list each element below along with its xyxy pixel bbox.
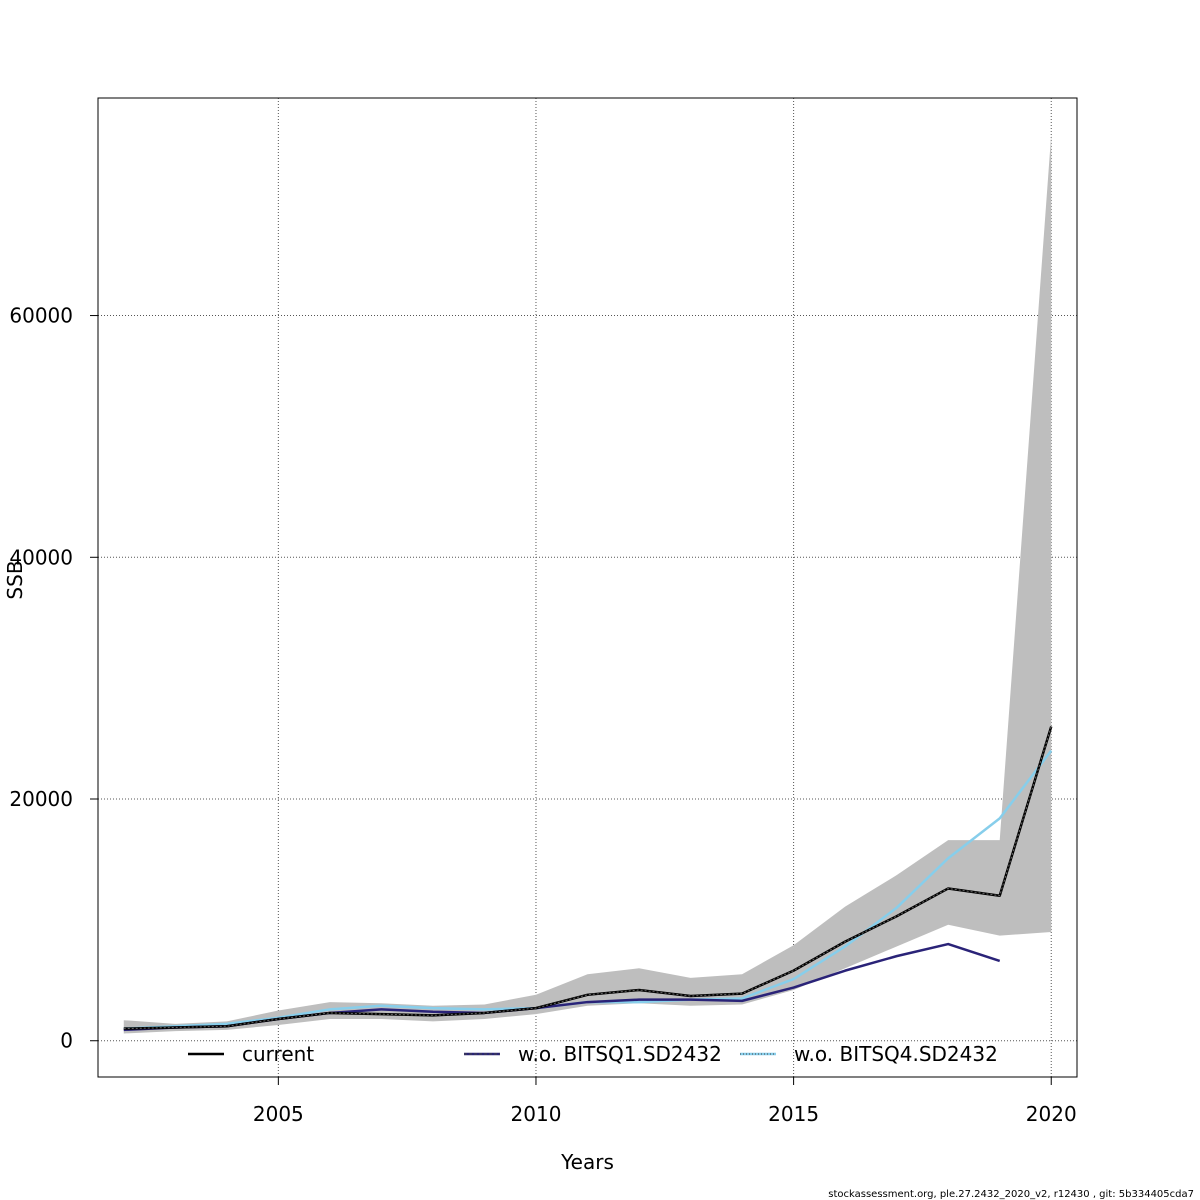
legend-label-3: w.o. BITSQ4.SD2432 bbox=[794, 1042, 998, 1066]
legend-label-1: current bbox=[242, 1042, 314, 1066]
series-line-1 bbox=[123, 726, 1053, 1030]
legend-label-2: w.o. BITSQ1.SD2432 bbox=[518, 1042, 722, 1066]
y-axis-ticks: 0 20000 40000 60000 bbox=[9, 304, 98, 1053]
y-tick-label: 60000 bbox=[9, 304, 73, 328]
x-tick-label: 2020 bbox=[1026, 1102, 1077, 1126]
y-tick-label: 40000 bbox=[9, 545, 73, 569]
x-tick-label: 2005 bbox=[253, 1102, 304, 1126]
y-tick-label: 20000 bbox=[9, 787, 73, 811]
legend: current w.o. BITSQ1.SD2432 w.o. BITSQ4.SD2… bbox=[188, 1042, 998, 1066]
x-axis-ticks: 2005 2010 2015 2020 bbox=[253, 1077, 1077, 1126]
plot-frame bbox=[97, 97, 1078, 1078]
footer-credit: stockassessment.org, ple.27.2432_2020_v2… bbox=[828, 1189, 1194, 1200]
confidence-band bbox=[123, 134, 1052, 1034]
series-layer bbox=[123, 726, 1053, 1032]
x-axis-title: Years bbox=[560, 1150, 614, 1174]
confidence-band-layer bbox=[123, 134, 1052, 1034]
y-axis-title: SSB bbox=[3, 560, 27, 599]
y-tick-label: 0 bbox=[60, 1029, 73, 1053]
x-tick-label: 2010 bbox=[511, 1102, 562, 1126]
x-tick-label: 2015 bbox=[768, 1102, 819, 1126]
